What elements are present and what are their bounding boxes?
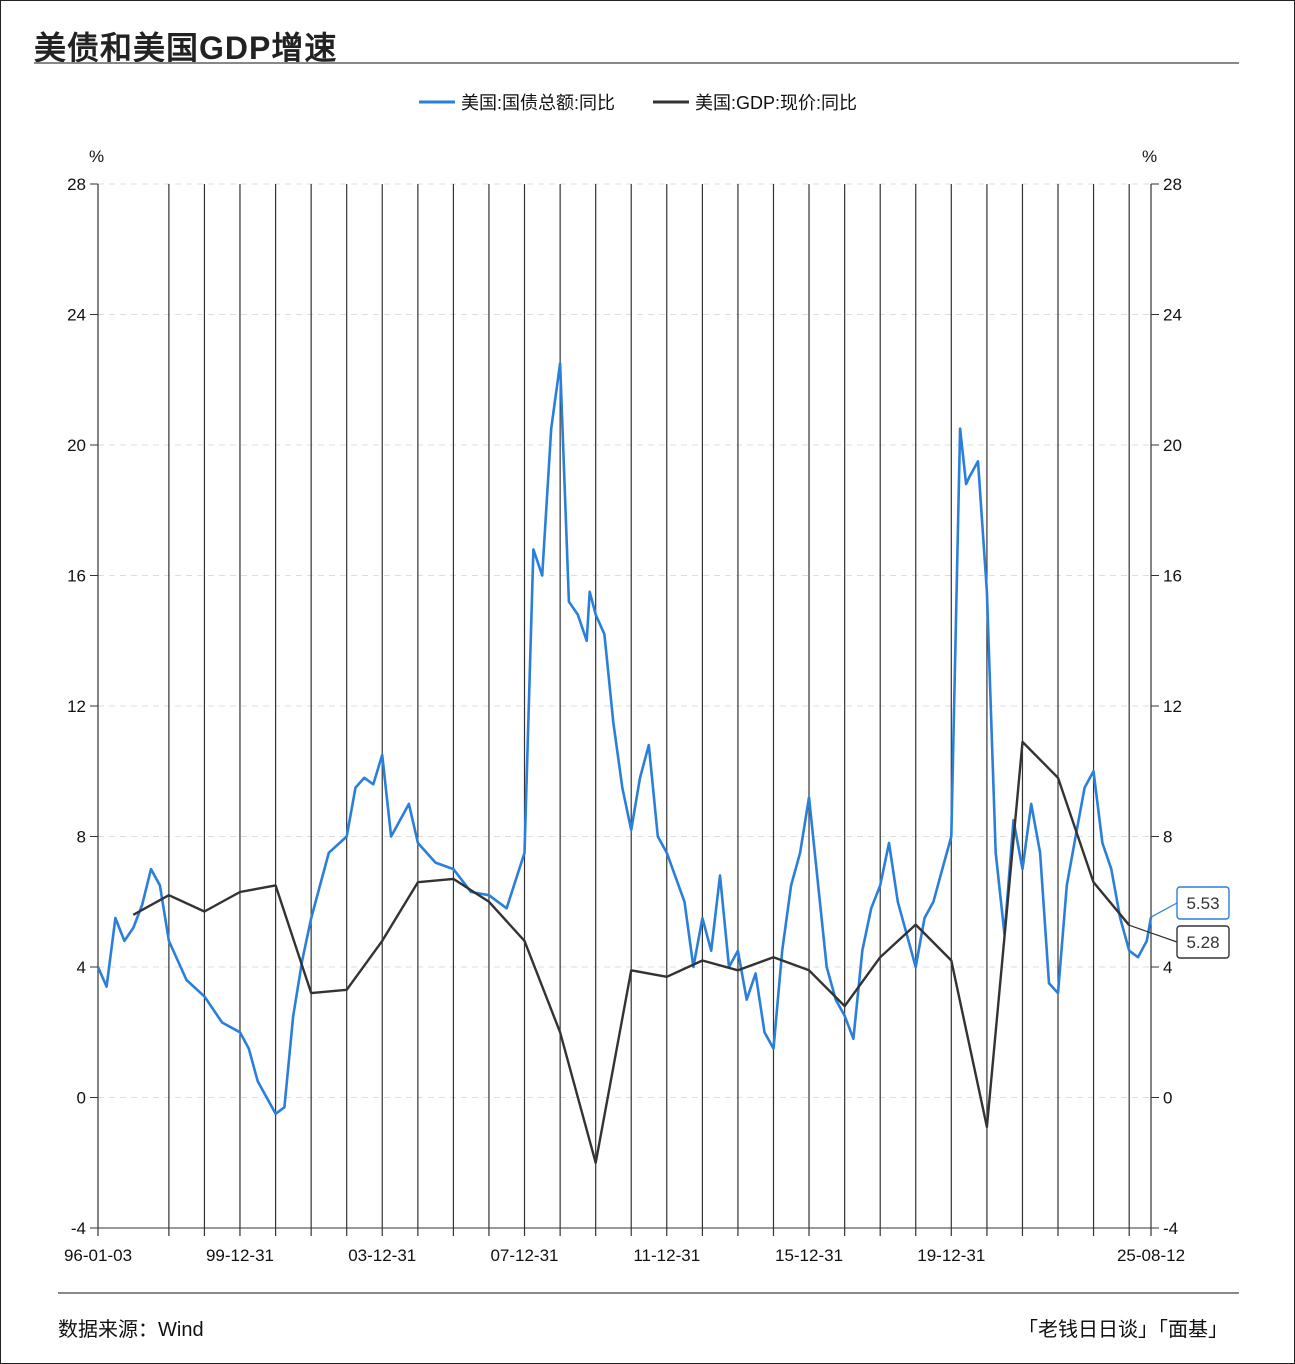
callout-leader: [1150, 902, 1178, 918]
y-tick-label-left: 0: [77, 1089, 86, 1108]
y-tick-label-left: 8: [77, 828, 86, 847]
y-tick-label-left: -4: [71, 1219, 86, 1238]
callout-box: [1176, 886, 1230, 920]
footer-divider: [58, 1292, 1239, 1294]
data-source: 数据来源：Wind: [58, 1319, 204, 1341]
y-tick-label-left: 28: [67, 175, 86, 194]
y-tick-label-right: 20: [1163, 436, 1182, 455]
y-tick-label-left: 24: [67, 306, 86, 325]
legend-label: 美国:国债总额:同比: [461, 93, 615, 113]
callout-value: 5.53: [1186, 894, 1219, 913]
y-tick-label-right: 0: [1163, 1089, 1172, 1108]
legend-label: 美国:GDP:现价:同比: [695, 93, 857, 113]
series-line-debt: [96, 362, 1153, 1116]
x-tick-label: 15-12-31: [775, 1246, 843, 1265]
credit-text: 「老钱日日谈」「面基」: [1018, 1319, 1228, 1341]
y-tick-label-right: 12: [1163, 697, 1182, 716]
y-tick-label-right: 24: [1163, 306, 1182, 325]
x-tick-label: 03-12-31: [348, 1246, 416, 1265]
y-tick-label-right: 8: [1163, 828, 1172, 847]
y-tick-label-right: 28: [1163, 175, 1182, 194]
legend-item-debt[interactable]: 美国:国债总额:同比: [419, 93, 615, 113]
chart-title: 美债和美国GDP增速: [34, 30, 338, 66]
chart-svg: 美国:国债总额:同比 美国:GDP:现价:同比 % % -4 -4 0 0 4 4 8 8 12 1…: [64, 93, 1230, 1265]
axes: -4 -4 0 0 4 4 8 8 12 12 16 16 20 20 24 24 28 28 96-01-03 99…: [64, 175, 1185, 1265]
vertical-gridlines: [168, 184, 1130, 1236]
x-tick-label: 11-12-31: [633, 1246, 700, 1265]
y-tick-label-right: 16: [1163, 567, 1182, 586]
callout-leader: [1128, 924, 1178, 943]
title-divider: [34, 62, 1239, 64]
series-line-gdp: [132, 740, 1131, 1165]
y-tick-label-left: 12: [67, 697, 86, 716]
x-tick-label: 96-01-03: [64, 1246, 132, 1265]
x-tick-label: 25-08-12: [1117, 1246, 1185, 1265]
legend-item-gdp[interactable]: 美国:GDP:现价:同比: [653, 93, 857, 113]
y-tick-label-left: 20: [67, 436, 86, 455]
x-tick-label: 19-12-31: [917, 1246, 985, 1265]
callout-box: [1176, 925, 1230, 959]
left-axis-unit: %: [89, 147, 104, 166]
y-tick-label-right: 4: [1163, 958, 1172, 977]
y-tick-label-right: -4: [1163, 1219, 1178, 1238]
x-tick-label: 07-12-31: [490, 1246, 558, 1265]
y-tick-label-left: 16: [67, 567, 86, 586]
callouts: 5.53 5.28: [1128, 886, 1230, 959]
right-axis-unit: %: [1142, 147, 1157, 166]
x-tick-label: 99-12-31: [206, 1246, 274, 1265]
callout-value: 5.28: [1186, 933, 1219, 952]
legend: 美国:国债总额:同比 美国:GDP:现价:同比: [419, 93, 857, 113]
y-tick-label-left: 4: [77, 958, 86, 977]
series-layer: [96, 362, 1153, 1165]
